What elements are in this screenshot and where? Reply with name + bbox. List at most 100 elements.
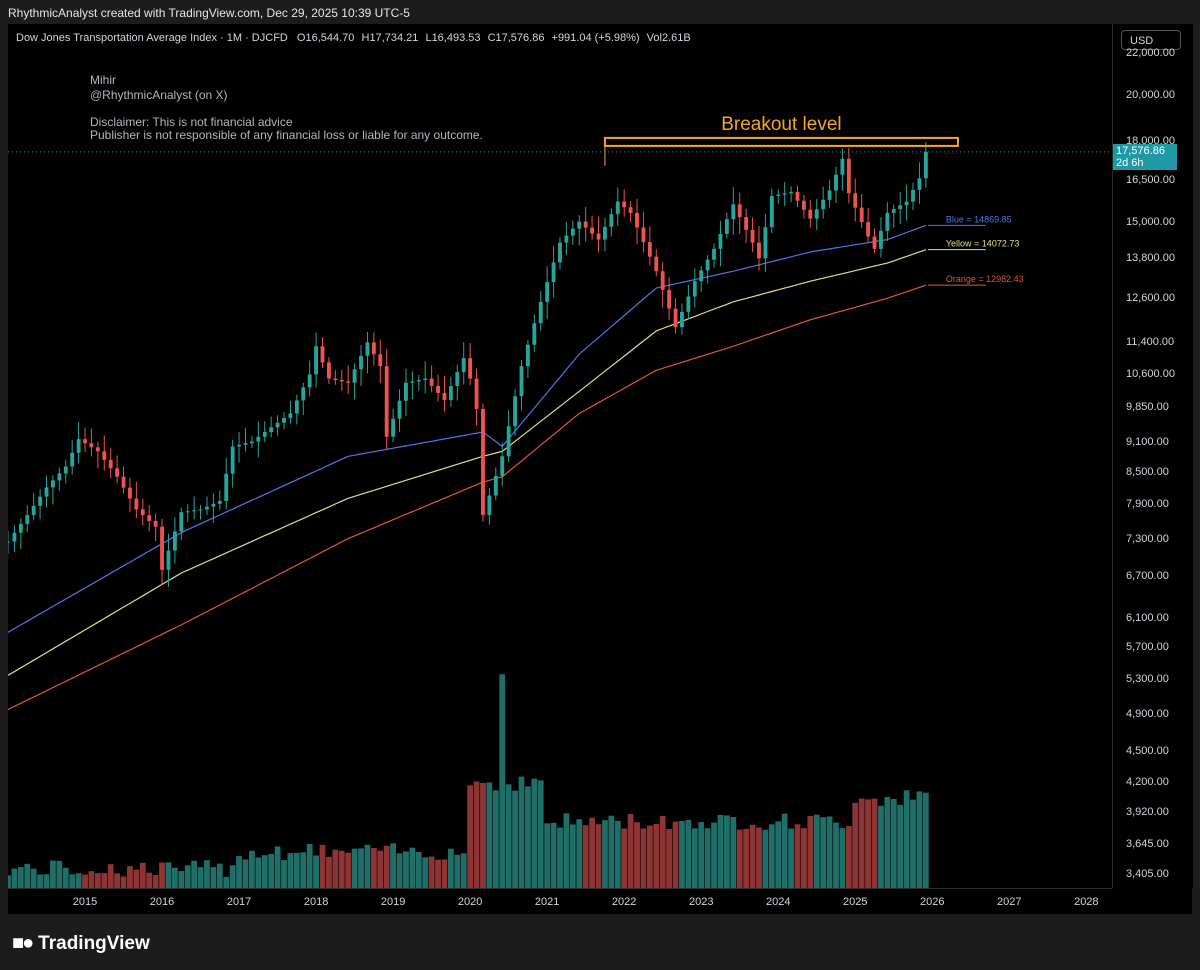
candle-body — [699, 270, 704, 282]
price-tick-label: 9,850.00 — [1126, 400, 1169, 413]
volume-bar — [627, 814, 634, 888]
liability-note: Publisher is not responsible of any fina… — [90, 128, 483, 142]
chart-pane[interactable]: Dow Jones Transportation Average Index ·… — [8, 24, 1112, 888]
price-tick-label: 4,200.00 — [1126, 775, 1169, 788]
candle-body — [904, 201, 909, 206]
volume-bar — [480, 782, 486, 888]
year-tick-label: 2025 — [843, 896, 868, 908]
volume-bar — [396, 853, 403, 888]
volume-bar — [441, 859, 448, 888]
candle-body — [750, 229, 755, 243]
candle-body — [789, 191, 793, 194]
candle-body — [442, 392, 447, 401]
volume-bar — [884, 796, 891, 888]
candle-body — [468, 358, 473, 379]
volume-bar — [30, 868, 37, 888]
candle-body — [102, 451, 107, 460]
year-tick-label: 2024 — [765, 896, 791, 908]
price-tick-label: 20,000.00 — [1126, 88, 1175, 101]
volume-bar — [813, 814, 820, 888]
handle-note: @RhythmicAnalyst (on X) — [90, 88, 228, 102]
candle-body — [776, 194, 781, 196]
candle-body — [57, 473, 62, 481]
volume-bar — [390, 843, 397, 888]
price-axis[interactable]: USD 22,000.00 20,000.00 18,000.00 16,500.00… — [1112, 24, 1193, 888]
footer: ■● TradingView — [0, 914, 1200, 970]
candle-body — [859, 207, 864, 223]
symbol-title: Dow Jones Transportation Average Index ·… — [16, 32, 288, 44]
close-label: C — [487, 32, 496, 44]
credit-text: RhythmicAnalyst created with TradingView… — [8, 6, 410, 20]
volume-bar — [736, 829, 743, 888]
volume-bar — [191, 860, 198, 888]
candle-body — [628, 207, 633, 213]
candle-body — [846, 158, 851, 194]
volume-bar — [794, 824, 801, 888]
candle-body — [378, 354, 383, 367]
volume-bar — [723, 815, 730, 888]
volume-label: Vol — [646, 32, 662, 44]
candle-body — [95, 447, 100, 452]
volume-bar — [460, 853, 467, 888]
ma-value-label: Blue = 14869.85 — [946, 214, 1012, 224]
price-tick-label: 3,405.00 — [1126, 868, 1169, 881]
candle-body — [294, 400, 299, 414]
volume-bar — [377, 850, 384, 888]
volume-bar — [422, 857, 429, 888]
time-axis[interactable]: 2015 2016 2017 2018 2019 2020 2021 2022 2023 2024… — [8, 888, 1112, 915]
candle-body — [76, 439, 81, 453]
year-tick-label: 2015 — [72, 896, 98, 908]
currency-button[interactable]: USD — [1121, 30, 1181, 50]
volume-bar — [114, 873, 121, 888]
candle-body — [885, 212, 890, 231]
candle-body — [83, 439, 87, 444]
volume-bar — [415, 852, 422, 888]
volume-bar — [69, 874, 76, 888]
volume-bar — [281, 860, 287, 888]
volume-bar — [768, 824, 775, 888]
candle-body — [269, 427, 274, 433]
candle-body — [525, 344, 530, 367]
candle-body — [647, 242, 652, 257]
candle-body — [128, 487, 132, 499]
candle-body — [320, 346, 325, 363]
volume-bar — [666, 829, 673, 888]
volume-bar — [762, 829, 769, 888]
candle-body — [519, 366, 524, 397]
volume-bar — [589, 817, 595, 888]
candle-body — [172, 531, 177, 551]
candle-body — [814, 209, 819, 219]
high-label: H — [361, 32, 370, 44]
volume-bar — [152, 874, 159, 888]
candle-body — [192, 510, 197, 512]
volume-bar — [691, 828, 698, 888]
volume-bar — [717, 814, 724, 888]
candle-body — [31, 505, 36, 516]
annotations: Breakout level — [8, 114, 1112, 166]
tradingview-brand[interactable]: ■● TradingView — [12, 932, 150, 955]
year-tick-label: 2023 — [688, 896, 714, 908]
volume-bar — [704, 828, 711, 888]
candle-body — [577, 221, 582, 229]
volume-bar — [120, 876, 127, 888]
breakout-label: Breakout level — [721, 114, 841, 135]
price-tick-label: 4,900.00 — [1126, 708, 1169, 720]
price-chart[interactable]: Blue = 14869.85 Yellow = 14072.73 Orange =… — [8, 24, 1112, 888]
candle-body — [217, 501, 222, 504]
candle-body — [307, 374, 312, 388]
candle-body — [404, 382, 408, 401]
change-value: +991.04 (+5.98%) — [551, 32, 640, 44]
candle-body — [538, 301, 543, 324]
candle-body — [686, 296, 691, 312]
volume-bars — [8, 674, 929, 888]
candle-body — [923, 151, 928, 179]
candle-body — [288, 413, 293, 419]
candle-body — [545, 282, 550, 302]
volume-bar — [711, 822, 717, 888]
volume-bar — [775, 821, 782, 888]
candle-body — [692, 281, 697, 297]
volume-bar — [749, 824, 756, 888]
volume-bar — [537, 780, 544, 888]
candle-body — [282, 418, 286, 423]
volume-bar — [409, 847, 416, 888]
